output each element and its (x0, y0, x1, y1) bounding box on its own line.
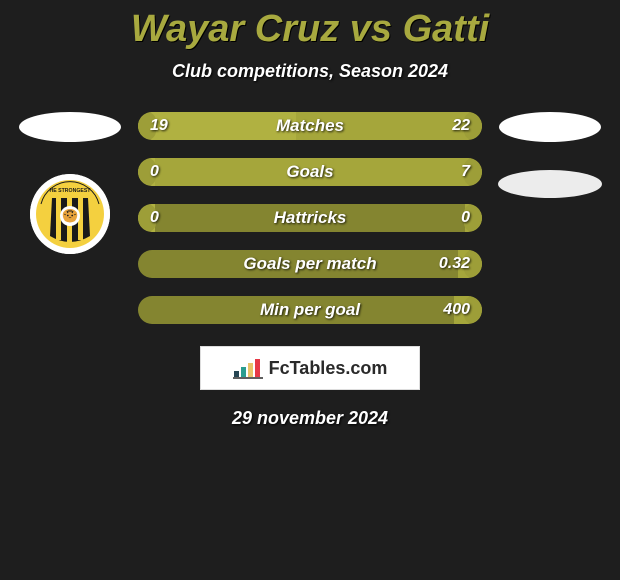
date-label: 29 november 2024 (232, 408, 388, 429)
bar-chart-icon (233, 357, 263, 379)
stat-bar: Goals per match0.32 (138, 250, 482, 278)
stat-bar: Min per goal400 (138, 296, 482, 324)
stat-bar-label: Min per goal (138, 296, 482, 324)
stat-bar-value-right: 7 (461, 158, 470, 186)
stat-bar-value-right: 22 (452, 112, 470, 140)
footer-brand[interactable]: FcTables.com (200, 346, 420, 390)
stat-bar-label: Matches (138, 112, 482, 140)
stat-bar-label: Goals per match (138, 250, 482, 278)
footer-brand-text: FcTables.com (269, 358, 388, 379)
player1-club-badge: HE STRONGEST (30, 174, 110, 254)
player1-column: HE STRONGEST (10, 112, 130, 254)
page-title: Wayar Cruz vs Gatti (131, 8, 489, 51)
stat-bar: Goals0 7 (138, 158, 482, 186)
stat-bar: Matches19 22 (138, 112, 482, 140)
stat-bar-value-right: 0.32 (439, 250, 470, 278)
stat-bars: Matches1922Goals07Hattricks00Goals per m… (138, 112, 482, 324)
stat-bar: Hattricks0 0 (138, 204, 482, 232)
svg-text:HE STRONGEST: HE STRONGEST (50, 188, 92, 194)
content-row: HE STRONGEST (10, 112, 610, 324)
player2-column (490, 112, 610, 198)
player1-badge-placeholder (19, 112, 121, 142)
stat-bar-label: Hattricks (138, 204, 482, 232)
stat-bar-label: Goals (138, 158, 482, 186)
player2-badge-placeholder-1 (499, 112, 601, 142)
stat-bar-value-left: 19 (150, 112, 168, 140)
stat-bar-value-left: 0 (150, 158, 159, 186)
stat-bar-value-right: 0 (461, 204, 470, 232)
player2-badge-placeholder-2 (498, 170, 602, 198)
club-badge-icon: HE STRONGEST (30, 174, 110, 254)
stat-bar-value-right: 400 (443, 296, 470, 324)
page-subtitle: Club competitions, Season 2024 (172, 61, 448, 82)
comparison-widget: Wayar Cruz vs Gatti Club competitions, S… (0, 0, 620, 429)
stat-bar-value-left: 0 (150, 204, 159, 232)
